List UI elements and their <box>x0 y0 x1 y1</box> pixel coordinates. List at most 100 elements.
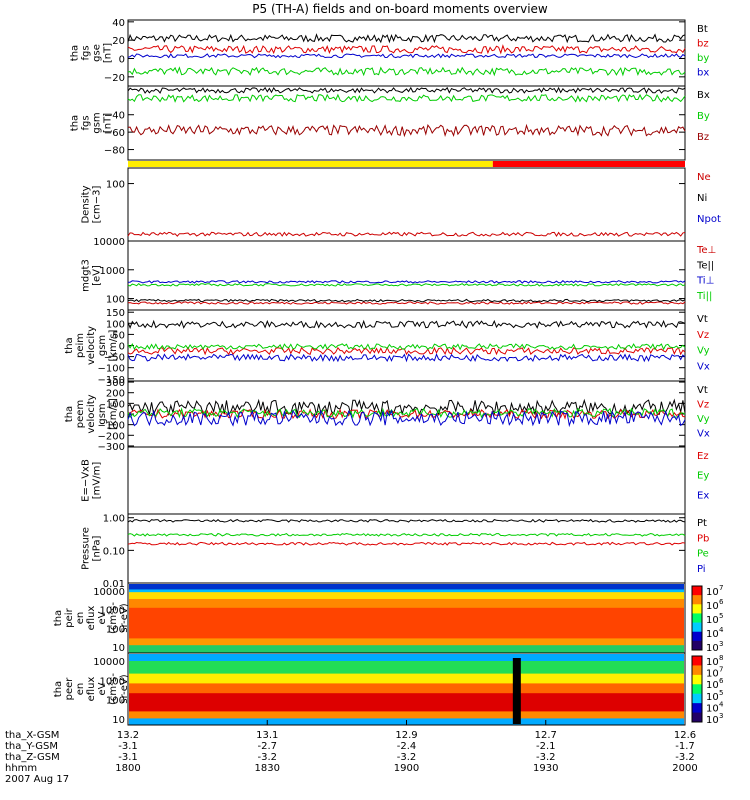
y-tick-label: 10000 <box>93 587 125 598</box>
panel-ylabel: [nPa] <box>92 535 103 561</box>
colorbar-tick-exponent: 4 <box>719 626 724 634</box>
panel-ylabel: Pressure <box>81 527 92 570</box>
panel-ylabel: eV <box>97 682 108 695</box>
legend-label: bz <box>697 39 709 50</box>
colorbar-tick-label: 10 <box>706 629 719 640</box>
panel-ylabel: [cm−3] <box>92 186 103 224</box>
colorbar-segment <box>692 674 702 685</box>
series-line-te <box>127 301 686 305</box>
y-tick-label: 10 <box>112 715 125 726</box>
spectrogram-band <box>129 592 684 600</box>
mode-bar-segment <box>492 161 685 167</box>
spectrogram-band <box>129 693 684 712</box>
colorbar-tick-exponent: 4 <box>719 700 724 708</box>
x-axis-row-value: 1900 <box>394 763 419 774</box>
x-axis-row-label: tha_X-GSM <box>5 730 59 741</box>
panel-ylabel: gsm <box>97 403 108 424</box>
panel-ylabel: [mV/m] <box>92 462 103 500</box>
x-axis-row-value: 12.7 <box>535 730 557 741</box>
colorbar-segment <box>692 665 702 676</box>
colorbar-segment <box>692 712 702 723</box>
legend-label: Ti⊥ <box>696 276 714 287</box>
legend-label: Bt <box>697 24 708 35</box>
colorbar-tick-label: 10 <box>706 692 719 703</box>
colorbar-segment <box>692 613 702 624</box>
colorbar-tick-exponent: 8 <box>719 654 723 662</box>
y-tick-label: 1000 <box>100 676 125 687</box>
colorbar-tick-exponent: 3 <box>719 712 723 720</box>
panel-ylabel: gsm <box>97 335 108 356</box>
panel-ylabel: eflux <box>86 677 97 702</box>
colorbar-segment <box>692 595 702 605</box>
y-tick-label: 0.10 <box>103 546 125 557</box>
colorbar-segment <box>692 622 702 633</box>
panel-pressure-frame <box>127 513 686 584</box>
y-tick-label: −150 <box>98 375 125 386</box>
spectrogram-band <box>129 589 684 593</box>
y-tick-label: 300 <box>106 378 125 389</box>
y-tick-label: 0.01 <box>103 579 125 590</box>
colorbar-tick-label: 10 <box>706 587 719 598</box>
colorbar-tick-exponent: 3 <box>719 640 723 648</box>
legend-label: Bx <box>697 90 710 101</box>
y-tick-label: 0 <box>119 55 125 66</box>
series-line-bz <box>127 123 686 138</box>
colorbar-segment <box>692 656 702 666</box>
data-gap-bar <box>512 658 521 724</box>
spectrogram-band <box>129 683 684 694</box>
series-line-vy <box>127 407 686 419</box>
legend-label: Vz <box>697 400 709 411</box>
series-line-vx <box>127 353 686 363</box>
legend-label: Vx <box>697 429 710 440</box>
colorbar-segment <box>692 640 702 651</box>
colorbar-tick-exponent: 5 <box>719 689 723 697</box>
x-axis-row-value: -2.7 <box>257 741 277 752</box>
legend-label: Npot <box>697 214 721 225</box>
panel-ylabel: gsm <box>92 112 103 133</box>
x-axis-row-value: -3.1 <box>118 741 138 752</box>
panel-ylabel: [eV] <box>92 265 103 286</box>
colorbar-segment <box>692 631 702 642</box>
plot-layer <box>127 21 703 725</box>
x-axis-row-value: -3.2 <box>257 752 277 763</box>
y-tick-label: 0 <box>119 342 125 353</box>
x-axis-row-value: -3.2 <box>675 752 695 763</box>
y-tick-label: 150 <box>106 308 125 319</box>
series-line-bx <box>127 86 686 94</box>
colorbar-tick-exponent: 7 <box>719 666 723 674</box>
spectrogram-band <box>129 711 684 719</box>
x-axis-row-value: 13.2 <box>117 730 139 741</box>
panel-ylabel: gse <box>92 44 103 62</box>
x-axis-row-label: tha_Z-GSM <box>5 752 60 763</box>
x-axis-row-value: 12.9 <box>395 730 417 741</box>
x-axis-row-value: -3.2 <box>397 752 417 763</box>
panel-fgs-gsm-frame <box>127 85 686 161</box>
y-tick-label: 100 <box>106 180 125 191</box>
y-tick-label: −100 <box>98 421 125 432</box>
spectrogram-band <box>129 654 684 662</box>
series-line-pe <box>127 532 686 537</box>
y-tick-label: 1.00 <box>103 514 125 525</box>
panel-ylabel: sr-eV) <box>119 603 130 632</box>
y-tick-label: 20 <box>112 36 125 47</box>
colorbar-tick-exponent: 7 <box>719 584 723 592</box>
panel-ylabel: Density <box>81 185 92 223</box>
x-axis-date: 2007 Aug 17 <box>5 774 69 785</box>
colorbar-tick-label: 10 <box>706 615 719 626</box>
y-tick-label: 10000 <box>93 657 125 668</box>
legend-label: By <box>697 111 710 122</box>
colorbar-tick-label: 10 <box>706 657 719 668</box>
legend-label: Bz <box>697 132 709 143</box>
colorbar-tick-exponent: 6 <box>719 677 724 685</box>
legend-label: Ey <box>697 471 709 482</box>
spectrogram-band <box>129 673 684 684</box>
y-tick-label: 200 <box>106 389 125 400</box>
colorbar-tick-label: 10 <box>706 703 719 714</box>
y-tick-label: 50 <box>112 330 125 341</box>
colorbar-tick-label: 10 <box>706 680 719 691</box>
y-tick-label: 10 <box>112 643 125 654</box>
panel-ylabel: [km/s] <box>108 329 119 361</box>
legend-label: Pt <box>697 518 707 529</box>
panel-efield-frame <box>127 446 686 515</box>
y-tick-label: 100 <box>106 295 125 306</box>
